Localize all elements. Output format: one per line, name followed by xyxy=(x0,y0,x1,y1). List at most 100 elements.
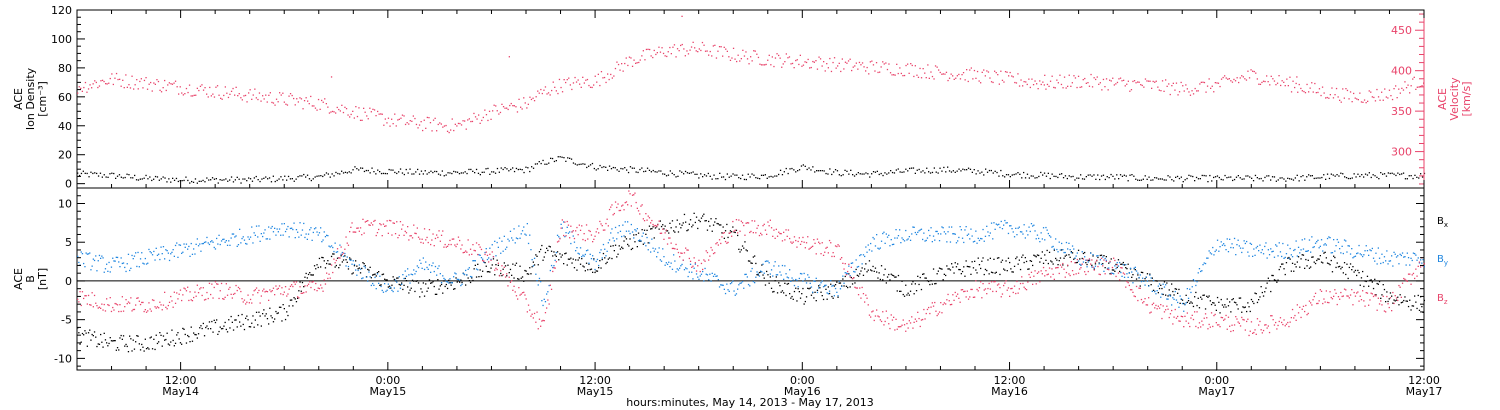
bz-point xyxy=(1084,271,1086,273)
velocity-point xyxy=(1158,89,1160,91)
density-point xyxy=(684,170,687,173)
by-point xyxy=(217,243,219,245)
bx-point xyxy=(1076,261,1078,264)
bx-point xyxy=(518,278,520,280)
bz-point xyxy=(1178,320,1180,322)
velocity-point xyxy=(568,77,570,79)
density-point xyxy=(857,172,859,174)
bz-point xyxy=(1184,315,1186,317)
bz-point xyxy=(1004,282,1006,284)
velocity-point xyxy=(81,90,83,92)
bx-point xyxy=(998,257,1000,259)
velocity-point xyxy=(1009,71,1011,74)
bx-point xyxy=(571,262,573,264)
bx-point xyxy=(553,251,555,253)
density-point xyxy=(529,170,531,173)
bx-point xyxy=(1207,296,1209,298)
bx-point xyxy=(1206,295,1208,297)
density-point xyxy=(1110,173,1112,176)
density-point xyxy=(380,172,383,175)
bz-point xyxy=(963,290,965,293)
by-point xyxy=(714,273,716,275)
bz-point xyxy=(116,304,119,306)
bx-point xyxy=(90,339,92,341)
bz-point xyxy=(1264,324,1266,326)
bz-point xyxy=(673,247,675,250)
by-point xyxy=(1363,254,1365,256)
bx-point xyxy=(647,242,649,244)
velocity-point xyxy=(83,86,85,89)
density-point xyxy=(305,176,307,178)
velocity-point xyxy=(572,82,575,84)
bx-point xyxy=(409,289,411,291)
bz-point xyxy=(628,190,630,192)
bz-point xyxy=(240,290,242,293)
by-point xyxy=(222,238,224,241)
velocity-point xyxy=(858,61,861,64)
density-point xyxy=(772,176,774,178)
bz-point xyxy=(1106,268,1109,270)
by-point xyxy=(521,230,524,232)
bx-point xyxy=(352,272,354,274)
bx-point xyxy=(136,335,138,337)
by-point xyxy=(781,264,784,267)
velocity-point xyxy=(243,95,245,97)
bz-point xyxy=(1328,302,1330,304)
bx-point xyxy=(213,319,215,321)
bz-point xyxy=(327,277,329,280)
density-point xyxy=(1406,178,1408,180)
by-point xyxy=(454,272,456,274)
bx-point xyxy=(1189,302,1191,304)
bx-point xyxy=(205,326,207,329)
velocity-point xyxy=(478,114,480,116)
bx-point xyxy=(826,298,828,300)
velocity-point xyxy=(732,47,735,49)
bx-point xyxy=(653,237,655,239)
bx-point xyxy=(793,290,796,293)
bx-point xyxy=(181,343,183,345)
bz-point xyxy=(299,286,301,288)
bz-point xyxy=(556,241,559,243)
density-point xyxy=(1047,172,1049,174)
bx-point xyxy=(1349,263,1352,265)
density-point xyxy=(468,168,470,171)
velocity-point xyxy=(101,79,104,81)
by-point xyxy=(1007,232,1010,235)
velocity-point xyxy=(833,57,836,59)
by-point xyxy=(645,245,647,247)
density-point xyxy=(401,172,404,174)
velocity-point xyxy=(485,114,488,116)
by-point xyxy=(232,233,235,235)
velocity-point xyxy=(791,62,794,65)
by-point xyxy=(473,260,475,262)
by-point xyxy=(1088,259,1091,261)
velocity-point xyxy=(779,57,781,59)
density-point xyxy=(683,173,685,175)
bx-point xyxy=(299,281,301,283)
by-point xyxy=(1113,273,1115,275)
velocity-point xyxy=(788,56,791,58)
by-point xyxy=(1071,245,1074,247)
bx-point xyxy=(662,224,664,226)
bx-point xyxy=(1328,263,1330,265)
bx-point xyxy=(645,233,647,235)
by-point xyxy=(1010,225,1012,227)
bz-point xyxy=(388,219,391,222)
density-point xyxy=(950,171,953,173)
velocity-point xyxy=(1077,75,1080,77)
bz-point xyxy=(822,254,825,256)
bz-point xyxy=(451,238,453,240)
bz-point xyxy=(579,229,582,231)
bx-point xyxy=(861,267,863,269)
density-point xyxy=(935,171,937,173)
bz-point xyxy=(212,297,214,299)
by-point xyxy=(642,232,644,234)
by-point xyxy=(402,274,404,276)
by-point xyxy=(623,235,625,237)
bz-point xyxy=(521,292,524,294)
bx-point xyxy=(1213,302,1215,304)
bz-point xyxy=(456,243,458,245)
bx-point xyxy=(100,333,102,336)
bz-point xyxy=(385,225,387,227)
by-point xyxy=(443,277,445,280)
